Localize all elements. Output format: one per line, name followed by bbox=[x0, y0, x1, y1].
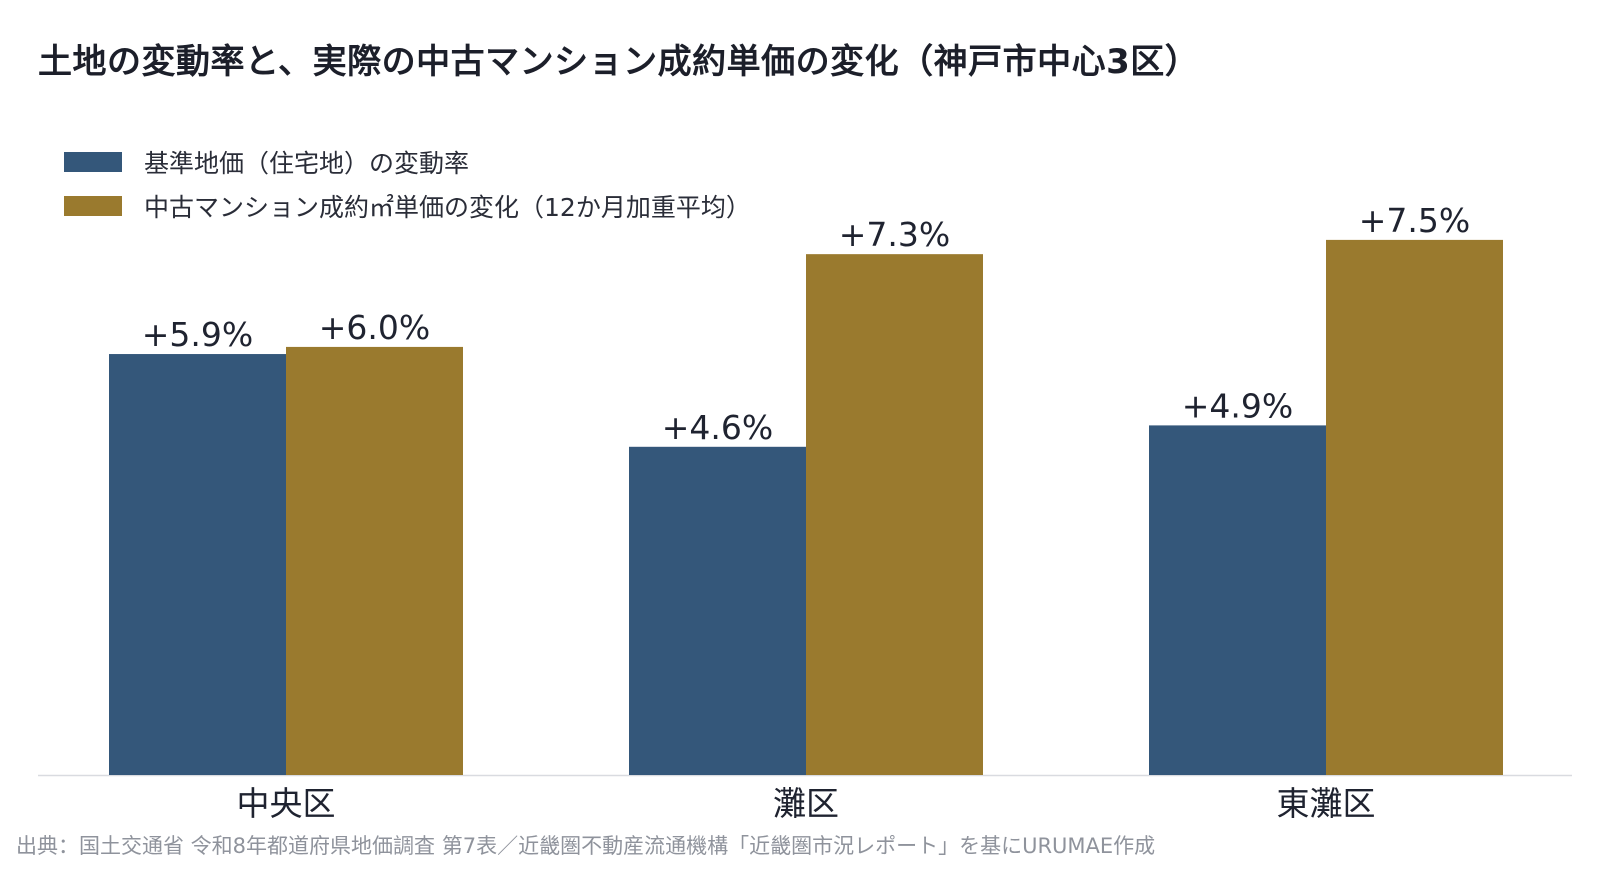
source-note: 出典：国土交通省 令和8年都道府県地価調査 第7表／近畿圏不動産流通機構「近畿圏… bbox=[16, 834, 1156, 858]
bar-land-price-3 bbox=[1149, 425, 1326, 775]
legend-item-land-price: 基準地価（住宅地）の変動率 bbox=[64, 140, 751, 184]
bar-land-price-2 bbox=[629, 446, 806, 775]
bar-condo-price-2 bbox=[806, 254, 983, 776]
data-label-land-price-1: +5.9% bbox=[142, 315, 254, 354]
legend-swatch-condo-price bbox=[64, 196, 122, 216]
bar-land-price-1 bbox=[109, 354, 286, 775]
legend-item-condo-price: 中古マンション成約㎡単価の変化（12か月加重平均） bbox=[64, 184, 751, 228]
bar-condo-price-1 bbox=[286, 346, 463, 775]
legend-label-condo-price: 中古マンション成約㎡単価の変化（12か月加重平均） bbox=[144, 193, 751, 222]
x-tick-label-3: 東灘区 bbox=[1277, 784, 1376, 823]
x-tick-label-2: 灘区 bbox=[773, 784, 839, 823]
legend-label-land-price: 基準地価（住宅地）の変動率 bbox=[144, 149, 470, 178]
legend-swatch-land-price bbox=[64, 152, 122, 172]
bar-condo-price-3 bbox=[1326, 239, 1503, 775]
data-label-land-price-2: +4.6% bbox=[662, 408, 774, 447]
data-label-condo-price-3: +7.5% bbox=[1359, 201, 1471, 240]
chart-title: 土地の変動率と、実際の中古マンション成約単価の変化（神戸市中心3区） bbox=[38, 42, 1200, 82]
legend: 基準地価（住宅地）の変動率 中古マンション成約㎡単価の変化（12か月加重平均） bbox=[64, 140, 751, 228]
data-label-condo-price-1: +6.0% bbox=[319, 308, 431, 347]
data-label-land-price-3: +4.9% bbox=[1182, 386, 1294, 425]
x-tick-label-1: 中央区 bbox=[237, 784, 336, 823]
data-label-condo-price-2: +7.3% bbox=[839, 215, 951, 254]
